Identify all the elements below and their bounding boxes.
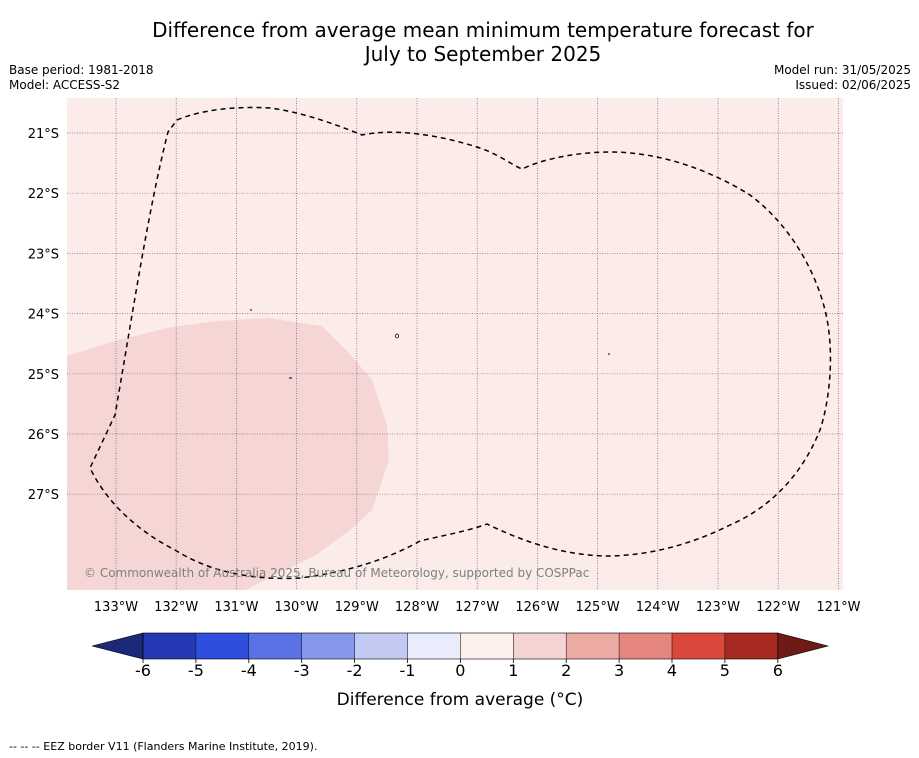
longitude-label: 131°W xyxy=(214,600,258,615)
latitude-label: 26°S xyxy=(28,428,59,443)
map-title-line1: Difference from average mean minimum tem… xyxy=(152,18,814,42)
metadata-left: Base period: 1981-2018 Model: ACCESS-S2 xyxy=(9,63,154,93)
map-title: Difference from average mean minimum tem… xyxy=(0,18,919,66)
graticule xyxy=(67,98,843,590)
latitude-label: 27°S xyxy=(28,488,59,503)
colorbar-tick-label: 1 xyxy=(508,661,518,680)
colorbar-tick-label: -4 xyxy=(241,661,257,680)
colorbar-segment xyxy=(724,633,778,659)
colorbar-tick-label: 3 xyxy=(614,661,624,680)
colorbar-segment xyxy=(619,633,672,659)
longitude-label: 126°W xyxy=(515,600,559,615)
colorbar: -6 -5 -4 -3 -2 -1 0 1 2 3 4 5 6 xyxy=(91,632,830,680)
latitude-label: 23°S xyxy=(28,247,59,262)
longitude-label: 127°W xyxy=(455,600,499,615)
longitude-label: 121°W xyxy=(816,600,860,615)
longitude-label: 129°W xyxy=(335,600,379,615)
longitude-label: 130°W xyxy=(275,600,319,615)
colorbar-extend-high xyxy=(777,632,830,660)
island-markers xyxy=(250,309,610,379)
colorbar-segment xyxy=(301,633,355,659)
latitude-label: 21°S xyxy=(28,127,59,142)
latitude-label: 24°S xyxy=(28,308,59,323)
model-name: Model: ACCESS-S2 xyxy=(9,78,121,92)
colorbar-tick-label: -3 xyxy=(294,661,310,680)
colorbar-tick-label: -6 xyxy=(135,661,151,680)
colorbar-segment xyxy=(407,633,461,659)
colorbar-segment xyxy=(354,633,408,659)
colorbar-segment xyxy=(513,633,567,659)
longitude-labels: 133°W 132°W 131°W 130°W 129°W 128°W 127°W 126°W… xyxy=(94,600,861,615)
colorbar-segment xyxy=(143,633,196,659)
colorbar-tick-label: -2 xyxy=(347,661,363,680)
colorbar-extend-low xyxy=(91,632,144,660)
colorbar-tick-label: 6 xyxy=(773,661,783,680)
latitude-label: 25°S xyxy=(28,368,59,383)
latitude-label: 22°S xyxy=(28,187,59,202)
anomaly-region-1-to-2 xyxy=(67,318,389,590)
colorbar-segment xyxy=(672,633,725,659)
eez-footnote: -- -- -- EEZ border V11 (Flanders Marine… xyxy=(9,740,318,753)
colorbar-tick-label: 5 xyxy=(720,661,730,680)
colorbar-tick-label: 0 xyxy=(455,661,465,680)
longitude-label: 133°W xyxy=(94,600,138,615)
longitude-label: 125°W xyxy=(576,600,620,615)
base-period: Base period: 1981-2018 xyxy=(9,63,154,77)
colorbar-tick-label: -1 xyxy=(400,661,416,680)
colorbar-segment xyxy=(248,633,302,659)
metadata-right: Model run: 31/05/2025 Issued: 02/06/2025 xyxy=(774,63,911,93)
model-run: Model run: 31/05/2025 xyxy=(773,63,911,77)
longitude-label: 128°W xyxy=(395,600,439,615)
colorbar-tick-label: 2 xyxy=(561,661,571,680)
colorbar-segment xyxy=(566,633,620,659)
longitude-label: 132°W xyxy=(154,600,198,615)
colorbar-tick-label: 4 xyxy=(667,661,677,680)
longitude-label: 124°W xyxy=(636,600,680,615)
issued-date: Issued: 02/06/2025 xyxy=(795,78,911,92)
colorbar-segment xyxy=(460,633,514,659)
latitude-labels: 21°S 22°S 23°S 24°S 25°S 26°S 27°S xyxy=(28,127,59,503)
colorbar-tick-label: -5 xyxy=(188,661,204,680)
copyright-notice: © Commonwealth of Australia 2025, Bureau… xyxy=(84,566,589,580)
colorbar-segment xyxy=(195,633,249,659)
colorbar-label: Difference from average (°C) xyxy=(337,690,584,710)
longitude-label: 122°W xyxy=(756,600,800,615)
map-title-line2: July to September 2025 xyxy=(364,42,602,66)
longitude-label: 123°W xyxy=(696,600,740,615)
